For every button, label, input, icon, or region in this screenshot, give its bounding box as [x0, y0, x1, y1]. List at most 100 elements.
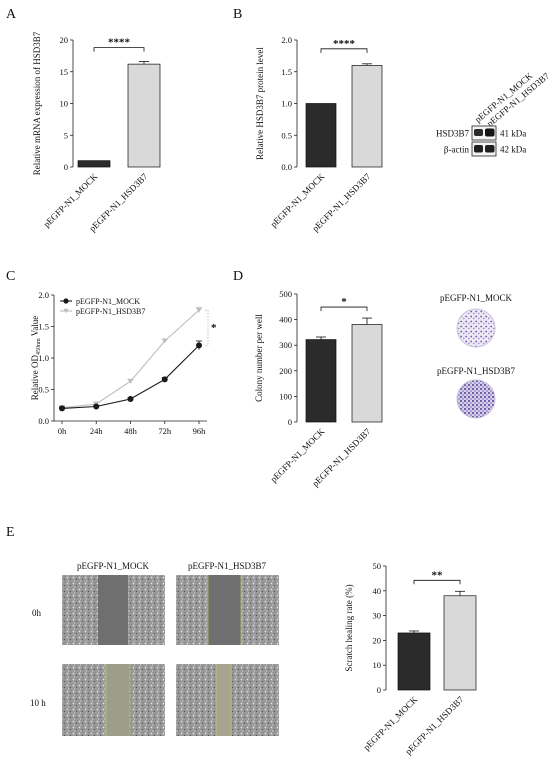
x-tick-label: 24h: [90, 426, 104, 436]
y-tick-label: 0: [377, 685, 381, 695]
significance-bracket: [93, 47, 145, 52]
y-axis-label: Relative mRNA expression of HSD3B7: [32, 31, 42, 175]
wb-protein-actin: β-actin: [444, 145, 470, 155]
chart-a-mrna: 0 5 10 15 20 Relative mRNA expression of HSD3…: [32, 31, 161, 234]
significance-label: ****: [108, 37, 131, 49]
y-tick-label: 1.0: [38, 353, 49, 363]
data-point-mock: [161, 376, 168, 383]
y-tick-label: 0.0: [281, 162, 292, 172]
y-tick-label: 15: [60, 67, 69, 77]
chart-b-protein: 0.0 0.5 1.0 1.5 2.0 Relative HSD3B7 protein l…: [255, 35, 383, 234]
series-line-hsd3b7: [61, 309, 200, 409]
significance-label: **: [432, 569, 444, 581]
bar-hsd3b7: [351, 324, 383, 423]
y-tick-label: 20: [60, 35, 69, 45]
data-point-hsd3b7: [196, 307, 202, 313]
panel-label-a: A: [6, 7, 17, 22]
wb-size-actin: 42 kDa: [500, 145, 526, 155]
significance-bracket: [320, 48, 368, 53]
scratch-col-mock: pEGFP-N1_MOCK: [77, 561, 150, 571]
y-tick-label: 0.5: [281, 130, 292, 140]
y-tick-label: 20: [373, 635, 382, 645]
y-tick-label: 1.5: [38, 322, 49, 332]
x-tick-label: 48h: [124, 426, 138, 436]
bar-hsd3b7: [127, 63, 161, 168]
legend-label-hsd3b7: pEGFP-N1_HSD3B7: [76, 307, 145, 316]
scratch-img-mock-0h: [62, 575, 165, 645]
western-blot: pEGFP-N1_MOCK pEGFP-N1_HSD3B7 HSD3B7 β-a…: [436, 70, 550, 157]
y-tick-label: 0: [288, 417, 292, 427]
colony-label-mock: pEGFP-N1_MOCK: [440, 293, 513, 303]
x-tick-label: 0h: [58, 426, 67, 436]
significance-label: *: [211, 322, 217, 334]
panel-label-d: D: [233, 269, 243, 284]
y-tick-label: 30: [373, 611, 382, 621]
scratch-img-hsd3b7-0h: [176, 575, 279, 645]
y-tick-label: 2.0: [281, 35, 292, 45]
scratch-row-10h: 10 h: [30, 698, 46, 708]
wb-band-hsd3b7-hsd3b7: [485, 128, 495, 137]
bar-mock: [305, 339, 337, 423]
bar-mock: [77, 160, 111, 168]
y-axis-label-sub: 450nm: [36, 338, 42, 355]
significance-bracket: [320, 306, 368, 312]
scratch-img-mock-10h: [62, 664, 165, 736]
y-tick-label: 400: [279, 315, 292, 325]
wb-band-hsd3b7-actin: [485, 145, 495, 153]
y-tick-label: 500: [279, 289, 292, 299]
scratch-col-hsd3b7: pEGFP-N1_HSD3B7: [188, 561, 267, 571]
significance-bracket: [413, 579, 461, 585]
colony-dish-hsd3b7: [456, 379, 496, 419]
bar-hsd3b7: [351, 65, 383, 168]
y-axis-label-tail: Value: [30, 316, 40, 339]
panel-label-e: E: [6, 525, 15, 540]
significance-label: *: [341, 296, 347, 308]
y-tick-label: 0.5: [38, 385, 49, 395]
panel-label-c: C: [6, 269, 15, 284]
data-point-mock: [196, 342, 202, 349]
legend-marker-hsd3b7: [63, 308, 69, 314]
bar-mock: [397, 632, 431, 691]
panel-label-b: B: [233, 7, 242, 22]
data-point-hsd3b7: [161, 338, 168, 344]
bar-mock: [305, 103, 337, 168]
scratch-row-0h: 0h: [32, 608, 42, 618]
bar-hsd3b7: [443, 595, 477, 691]
y-tick-label: 10: [373, 660, 382, 670]
y-tick-label: 10: [60, 99, 69, 109]
y-tick-label: 1.5: [281, 67, 292, 77]
legend-label-mock: pEGFP-N1_MOCK: [76, 297, 140, 306]
significance-label: ****: [333, 38, 356, 50]
wb-protein-hsd3b7: HSD3B7: [436, 129, 470, 139]
colony-dish-mock: [456, 308, 496, 348]
y-axis-label-main: Relative OD: [30, 355, 40, 401]
chart-c-growth: 0.0 0.5 1.0 1.5 2.0 0h 24h 48h 72h 96h Relative OD…: [30, 290, 217, 436]
y-tick-label: 0.0: [38, 416, 49, 426]
x-tick-label: 72h: [158, 426, 172, 436]
legend-marker-mock: [63, 298, 69, 304]
wb-band-mock-actin: [474, 145, 483, 153]
scratch-img-hsd3b7-10h: [176, 664, 279, 736]
data-point-mock: [93, 403, 100, 410]
y-tick-label: 0: [64, 162, 68, 172]
x-tick-label: 96h: [193, 426, 207, 436]
y-tick-label: 1.0: [281, 99, 292, 109]
scratch-images: pEGFP-N1_MOCK pEGFP-N1_HSD3B7 0h 10 h: [30, 561, 279, 736]
data-point-hsd3b7: [127, 378, 134, 384]
y-axis-label: Relative OD450nm Value: [30, 316, 42, 401]
data-point-mock: [59, 405, 65, 412]
y-tick-label: 100: [279, 391, 292, 401]
y-axis-label: Scratch healing rate (%): [344, 584, 354, 671]
colony-label-hsd3b7: pEGFP-N1_HSD3B7: [437, 366, 516, 376]
significance-bracket: [205, 309, 209, 346]
y-tick-label: 2.0: [38, 290, 49, 300]
data-point-mock: [127, 395, 134, 402]
y-tick-label: 5: [64, 130, 68, 140]
y-axis-label: Relative HSD3B7 protein level: [255, 47, 265, 160]
x-category-label: pEGFP-N1_MOCK: [41, 171, 99, 229]
wb-size-hsd3b7: 41 kDa: [500, 129, 526, 139]
wb-band-mock-hsd3b7: [474, 129, 483, 136]
